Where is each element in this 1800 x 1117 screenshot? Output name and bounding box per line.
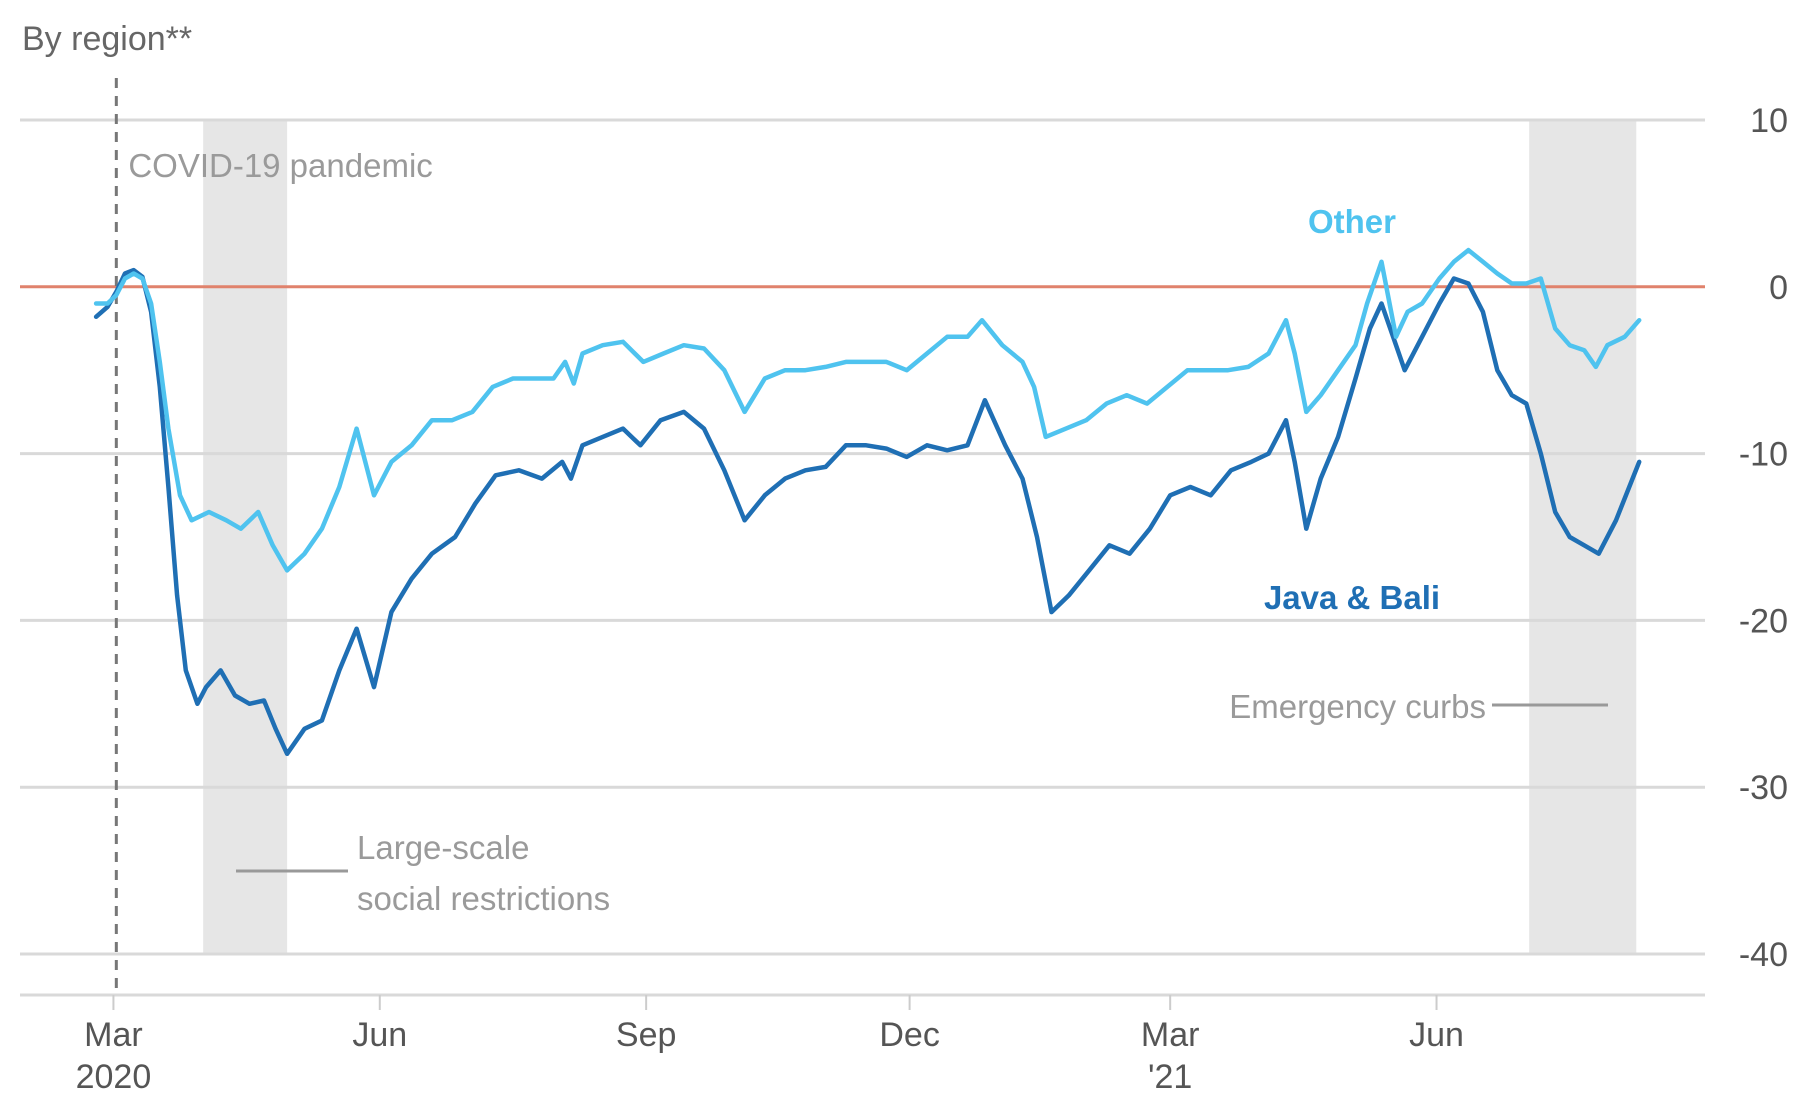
series-line-other <box>93 247 1642 573</box>
annotation-psbb-line2: social restrictions <box>357 880 610 917</box>
annotation-psbb-line1: Large-scale <box>357 829 529 866</box>
y-tick-label: 0 <box>1769 269 1788 307</box>
x-tick-label: Jun <box>1409 1016 1464 1054</box>
shaded-period-0 <box>203 120 288 954</box>
x-tick-label: Dec <box>879 1016 939 1054</box>
chart-subtitle: By region** <box>22 20 192 58</box>
y-tick-label: 10 <box>1750 102 1788 140</box>
y-tick-label: -20 <box>1739 602 1788 640</box>
event-label: COVID-19 pandemic <box>128 147 432 184</box>
x-tick-label: Jun <box>352 1016 407 1054</box>
series-line-java-bali <box>93 267 1642 757</box>
x-tick-label: Mar <box>1141 1016 1200 1054</box>
annotation-emergency-curbs: Emergency curbs <box>1229 688 1486 725</box>
x-tick-label: Sep <box>616 1016 677 1054</box>
y-tick-label: -40 <box>1739 936 1788 974</box>
x-tick-year-label: 2020 <box>76 1058 152 1096</box>
x-tick-label: Mar <box>84 1016 143 1054</box>
y-tick-label: -10 <box>1739 436 1788 474</box>
x-tick-year-label: '21 <box>1148 1058 1192 1096</box>
series-label-other: Other <box>1308 203 1396 240</box>
shaded-period-1 <box>1529 120 1637 954</box>
y-tick-label: -30 <box>1739 769 1788 807</box>
series-label-java-bali: Java & Bali <box>1264 579 1440 616</box>
